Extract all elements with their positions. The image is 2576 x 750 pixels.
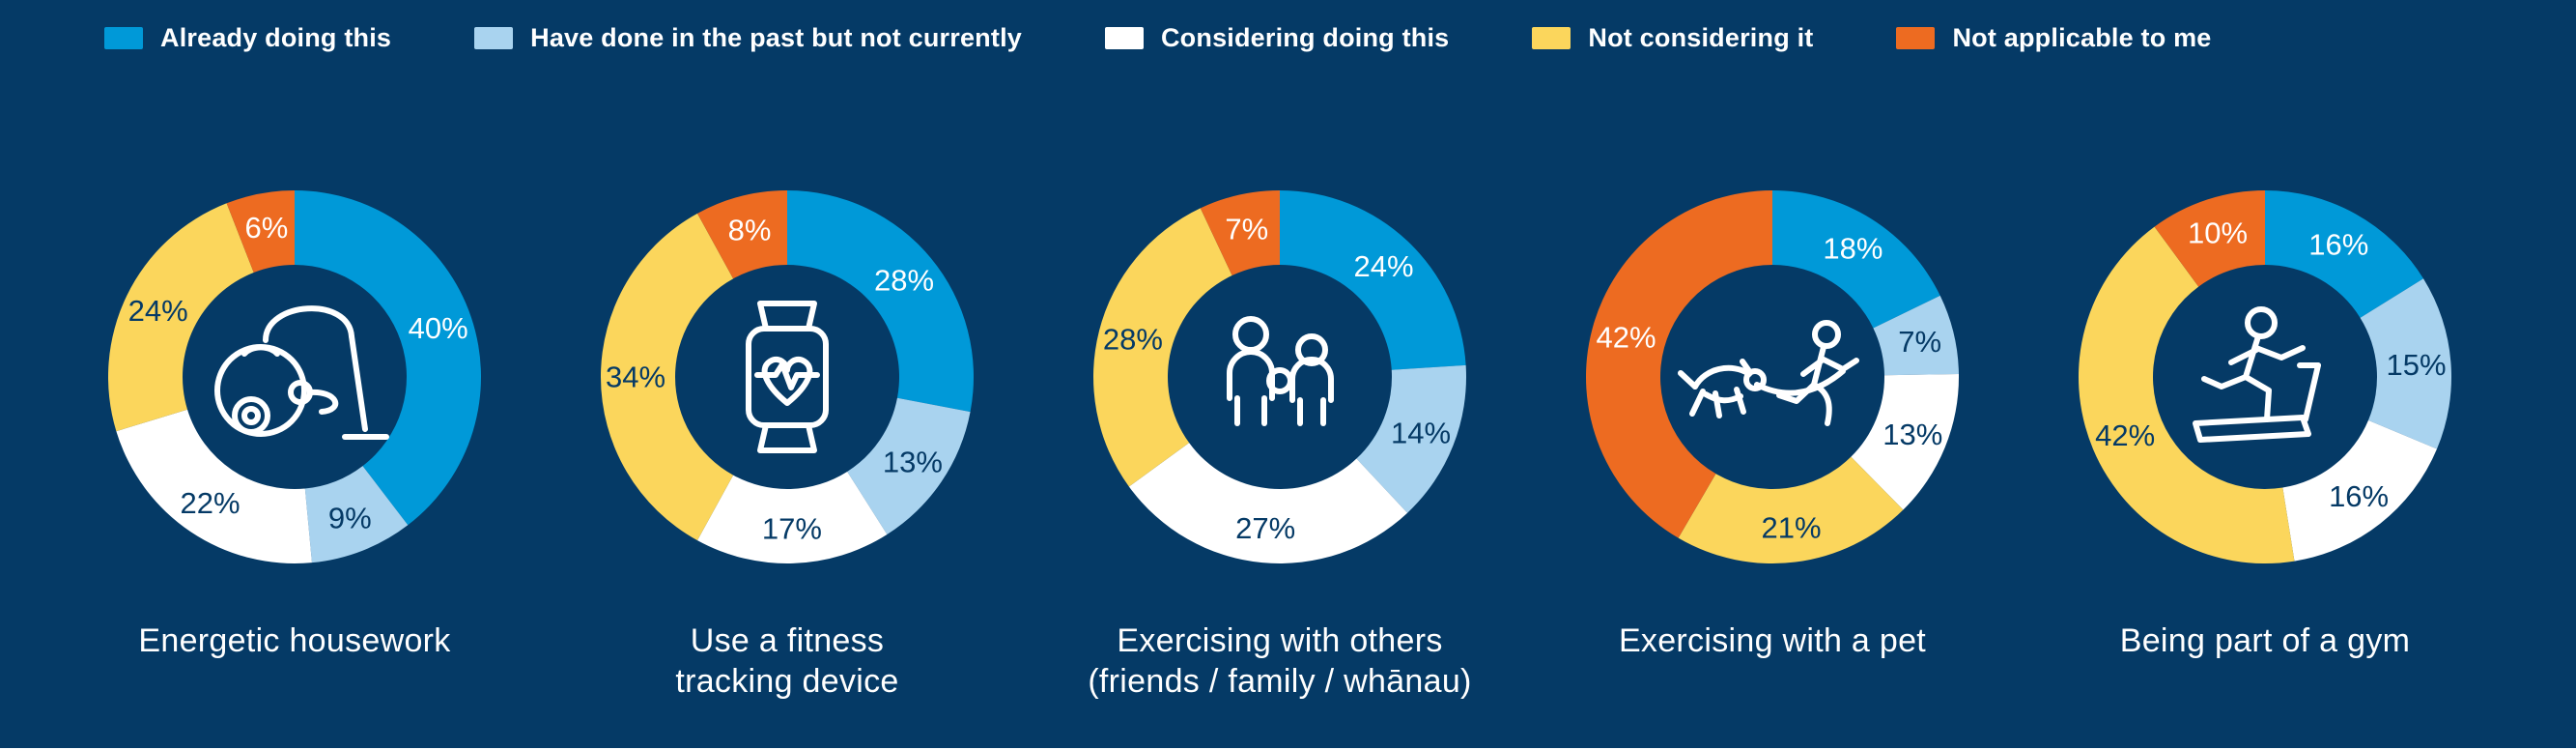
donut-3: 24% 14% 27% 28% 7%	[1093, 190, 1467, 563]
donut-segment	[2265, 190, 2423, 318]
chart-energetic-housework: 40% 9% 22% 24% 6% Energetic housework	[48, 184, 541, 702]
donut-segment	[1200, 190, 1280, 276]
segment-value-label: 15%	[2386, 348, 2446, 382]
segment-value-label: 34%	[606, 361, 665, 394]
donut-segment	[1585, 190, 1772, 538]
legend-swatch-not-considering	[1532, 27, 1571, 49]
chart-exercising-with-others: 24% 14% 27% 28% 7% Exercising with others (fri…	[1033, 184, 1526, 702]
segment-value-label: 42%	[2095, 418, 2155, 452]
segment-value-label: 6%	[244, 211, 288, 245]
chart-title-line: (friends / family / whānau)	[1088, 663, 1472, 700]
segment-value-label: 24%	[1353, 249, 1413, 283]
legend-swatch-not-applicable	[1896, 27, 1936, 49]
chart-title: Being part of a gym	[2120, 620, 2411, 661]
legend-item-already-doing: Already doing this	[104, 23, 391, 53]
segment-value-label: 28%	[1103, 323, 1163, 357]
segment-value-label: 17%	[762, 511, 822, 545]
donut-segment	[1772, 190, 1940, 329]
segment-value-label: 13%	[883, 446, 943, 479]
donut-segment	[847, 397, 971, 534]
segment-value-label: 27%	[1235, 511, 1295, 545]
segment-value-label: 7%	[1898, 325, 1941, 359]
donut-segment	[2360, 278, 2451, 449]
segment-value-label: 24%	[128, 294, 188, 328]
legend-label: Not applicable to me	[1952, 23, 2212, 52]
vacuum-cleaner-icon	[214, 305, 389, 440]
legend-item-not-applicable: Not applicable to me	[1896, 23, 2211, 53]
chart-fitness-tracking-device: 28% 13% 17% 34% 8% Use a fitness tracking devi…	[541, 184, 1033, 702]
donut-segment	[600, 213, 734, 541]
donut-segment	[2154, 190, 2265, 287]
donut-4: 18% 7% 13% 21% 42%	[1585, 190, 1960, 564]
segment-value-label: 10%	[2188, 216, 2248, 249]
segment-value-label: 7%	[1225, 212, 1268, 245]
legend-swatch-done-in-past	[474, 27, 514, 49]
donut-segment	[295, 190, 481, 526]
chart-title-line: Use a fitness	[690, 622, 885, 659]
donut-2: 28% 13% 17% 34% 8%	[600, 190, 974, 564]
donut-segment	[697, 190, 787, 279]
chart-title-line: Exercising with a pet	[1618, 622, 1927, 659]
chart-title-line: Being part of a gym	[2119, 622, 2411, 659]
segment-value-label: 21%	[1761, 510, 1821, 544]
donut-segment	[2282, 419, 2438, 562]
donut-segment	[116, 409, 312, 563]
treadmill-icon	[2193, 306, 2321, 443]
donut-segment	[697, 471, 888, 564]
chart-title: Exercising with a pet	[1619, 620, 1926, 661]
chart-title-line: Exercising with others	[1117, 622, 1443, 659]
donut-5: 16% 15% 16% 42% 10%	[2078, 190, 2451, 564]
chart-title-line: tracking device	[675, 663, 899, 700]
donut-segment	[1873, 295, 1959, 376]
donut-segment	[226, 190, 295, 273]
donut-segment	[1128, 443, 1408, 563]
segment-value-label: 16%	[2329, 479, 2389, 513]
donut-segment	[108, 203, 254, 432]
bottom-divider	[0, 748, 2576, 750]
segment-value-label: 14%	[1391, 416, 1451, 449]
chart-being-part-of-gym: 16% 15% 16% 42% 10% Being part of a gym	[2019, 184, 2511, 702]
chart-exercising-with-pet: 18% 7% 13% 21% 42% Exercising with a pet	[1526, 184, 2019, 702]
chart-title: Use a fitness tracking device	[675, 620, 898, 702]
donut-segment	[1678, 456, 1904, 564]
donut-charts-row: 40% 9% 22% 24% 6% Energetic housework 28% 13% 1…	[48, 184, 2511, 702]
legend-item-done-in-past: Have done in the past but not currently	[474, 23, 1022, 53]
chart-title: Energetic housework	[138, 620, 450, 661]
donut-segment	[304, 466, 409, 563]
legend-item-not-considering: Not considering it	[1532, 23, 1813, 53]
segment-value-label: 18%	[1823, 232, 1882, 266]
running-with-dog-icon	[1678, 320, 1859, 426]
chart-title: Exercising with others (friends / family …	[1088, 620, 1471, 702]
chart-title-line: Energetic housework	[138, 622, 451, 659]
legend-item-considering: Considering doing this	[1104, 23, 1450, 53]
fitness-watch-icon	[746, 301, 829, 453]
segment-value-label: 40%	[409, 311, 468, 345]
donut-segment	[1093, 208, 1232, 487]
segment-value-label: 22%	[180, 486, 240, 520]
donut-segment	[1280, 190, 1466, 370]
segment-value-label: 28%	[874, 263, 934, 297]
segment-value-label: 42%	[1596, 321, 1656, 355]
segment-value-label: 8%	[728, 213, 772, 246]
legend-label: Not considering it	[1588, 23, 1814, 52]
segment-value-label: 16%	[2308, 227, 2368, 261]
segment-value-label: 9%	[328, 502, 372, 535]
legend-label: Already doing this	[160, 23, 392, 52]
donut-segment	[1356, 364, 1467, 513]
legend-swatch-already-doing	[104, 27, 143, 49]
donut-segment	[2078, 226, 2295, 564]
segment-value-label: 13%	[1882, 418, 1942, 451]
legend-label: Considering doing this	[1160, 23, 1450, 52]
donut-segment	[787, 190, 974, 413]
family-icon	[1227, 316, 1334, 426]
legend: Already doing this Have done in the past…	[104, 23, 2212, 53]
donut-segment	[1851, 374, 1960, 510]
donut-1: 40% 9% 22% 24% 6%	[108, 190, 481, 563]
legend-swatch-considering	[1104, 27, 1144, 49]
legend-label: Have done in the past but not currently	[530, 23, 1022, 52]
